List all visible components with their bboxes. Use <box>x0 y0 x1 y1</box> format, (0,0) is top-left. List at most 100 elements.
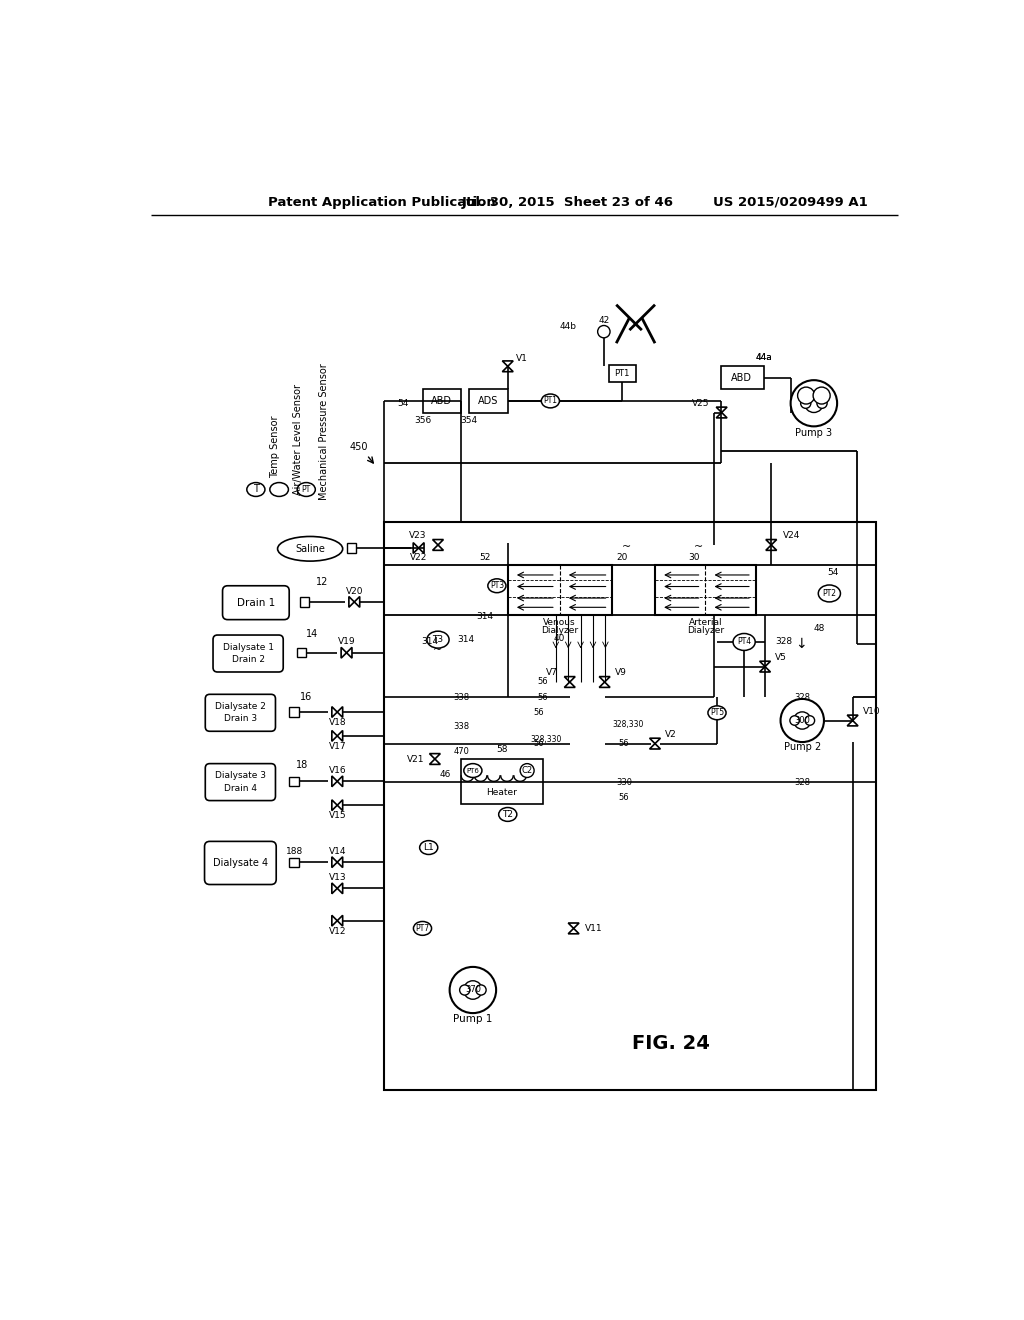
FancyBboxPatch shape <box>205 841 276 884</box>
Text: 354: 354 <box>461 416 477 425</box>
Text: 328: 328 <box>795 777 810 787</box>
FancyBboxPatch shape <box>213 635 284 672</box>
Text: 56: 56 <box>534 739 544 748</box>
Text: PT4: PT4 <box>737 638 752 647</box>
Text: Temp Sensor: Temp Sensor <box>270 416 281 478</box>
Text: V23: V23 <box>409 531 426 540</box>
Bar <box>461 759 543 804</box>
Text: ABD: ABD <box>731 372 753 383</box>
Text: 328: 328 <box>795 693 810 702</box>
Text: V16: V16 <box>329 766 346 775</box>
Text: V25: V25 <box>692 399 710 408</box>
Bar <box>423 389 461 413</box>
Text: PT1: PT1 <box>614 368 630 378</box>
Text: 44a: 44a <box>755 352 772 362</box>
Text: 338: 338 <box>454 722 469 731</box>
Text: T2: T2 <box>502 810 513 818</box>
Bar <box>608 364 636 381</box>
Text: Dialysate 2: Dialysate 2 <box>215 702 266 711</box>
Circle shape <box>805 393 823 412</box>
Circle shape <box>794 711 811 729</box>
Ellipse shape <box>733 634 756 651</box>
Circle shape <box>801 399 811 408</box>
Text: Pump 2: Pump 2 <box>783 742 821 752</box>
Text: V24: V24 <box>783 531 800 540</box>
Text: T: T <box>253 484 259 495</box>
Text: 328: 328 <box>775 638 793 647</box>
Text: PT2: PT2 <box>822 589 837 598</box>
Text: 56: 56 <box>538 693 548 702</box>
Text: V11: V11 <box>586 924 603 933</box>
Circle shape <box>476 985 486 995</box>
Text: 14: 14 <box>306 630 318 639</box>
Text: Heater: Heater <box>486 788 517 797</box>
Text: ABD: ABD <box>431 396 453 407</box>
Text: C2: C2 <box>521 766 532 775</box>
Bar <box>384 521 876 1090</box>
Text: 44b: 44b <box>560 322 577 331</box>
Text: V1: V1 <box>515 354 527 363</box>
Ellipse shape <box>708 706 726 719</box>
Text: 450: 450 <box>350 442 369 453</box>
Text: Drain 1: Drain 1 <box>237 598 275 607</box>
Text: Saline: Saline <box>295 544 325 554</box>
Bar <box>508 565 612 615</box>
Text: 300: 300 <box>795 715 810 725</box>
Text: 46: 46 <box>440 770 452 779</box>
Text: ~: ~ <box>622 543 631 552</box>
Text: PT: PT <box>302 484 311 494</box>
Text: PT5: PT5 <box>710 709 724 717</box>
Text: 40: 40 <box>554 634 565 643</box>
Text: 370: 370 <box>465 986 481 994</box>
Text: V7: V7 <box>546 668 558 677</box>
Text: 56: 56 <box>538 677 548 686</box>
Ellipse shape <box>464 763 482 777</box>
Text: 18: 18 <box>296 760 308 770</box>
Text: 20: 20 <box>616 553 628 562</box>
Text: ↓: ↓ <box>795 636 807 651</box>
Text: V20: V20 <box>345 586 364 595</box>
Ellipse shape <box>487 578 506 593</box>
Text: 56: 56 <box>618 793 630 803</box>
Text: Dialysate 1: Dialysate 1 <box>222 643 273 652</box>
Text: V15: V15 <box>329 812 346 821</box>
Text: V13: V13 <box>329 873 346 882</box>
FancyBboxPatch shape <box>205 694 275 731</box>
Text: V17: V17 <box>329 742 346 751</box>
Circle shape <box>450 966 496 1014</box>
Bar <box>346 544 356 553</box>
Circle shape <box>464 981 482 999</box>
Text: Pump 3: Pump 3 <box>796 428 833 437</box>
Text: 314: 314 <box>458 635 474 644</box>
Circle shape <box>780 700 824 742</box>
Ellipse shape <box>414 921 431 936</box>
Text: Pump 1: Pump 1 <box>454 1014 493 1024</box>
Text: 328,330: 328,330 <box>530 735 562 744</box>
Text: Dialysate 3: Dialysate 3 <box>215 771 266 780</box>
Bar <box>300 597 309 607</box>
Text: Mechanical Pressure Sensor: Mechanical Pressure Sensor <box>319 363 329 500</box>
FancyBboxPatch shape <box>205 763 275 800</box>
Text: 356: 356 <box>414 416 431 425</box>
Text: V5: V5 <box>775 653 787 661</box>
Ellipse shape <box>499 808 517 821</box>
Text: T3: T3 <box>432 635 443 644</box>
Bar <box>289 708 299 717</box>
Text: US 2015/0209499 A1: US 2015/0209499 A1 <box>713 195 868 209</box>
Text: 30: 30 <box>688 553 699 562</box>
Text: 338: 338 <box>454 693 469 702</box>
Text: PT1: PT1 <box>544 396 557 405</box>
Text: 328,330: 328,330 <box>612 719 643 729</box>
Ellipse shape <box>270 483 289 496</box>
Ellipse shape <box>818 585 841 602</box>
Circle shape <box>520 763 535 777</box>
Ellipse shape <box>297 483 315 496</box>
Text: Drain 3: Drain 3 <box>224 714 257 723</box>
Bar <box>721 367 764 389</box>
Text: ~: ~ <box>433 644 442 655</box>
Text: PT7: PT7 <box>416 924 429 933</box>
Text: 330: 330 <box>616 777 632 787</box>
Text: 314: 314 <box>476 612 494 620</box>
Text: Jul. 30, 2015  Sheet 23 of 46: Jul. 30, 2015 Sheet 23 of 46 <box>461 195 673 209</box>
Text: Drain 4: Drain 4 <box>224 784 257 793</box>
